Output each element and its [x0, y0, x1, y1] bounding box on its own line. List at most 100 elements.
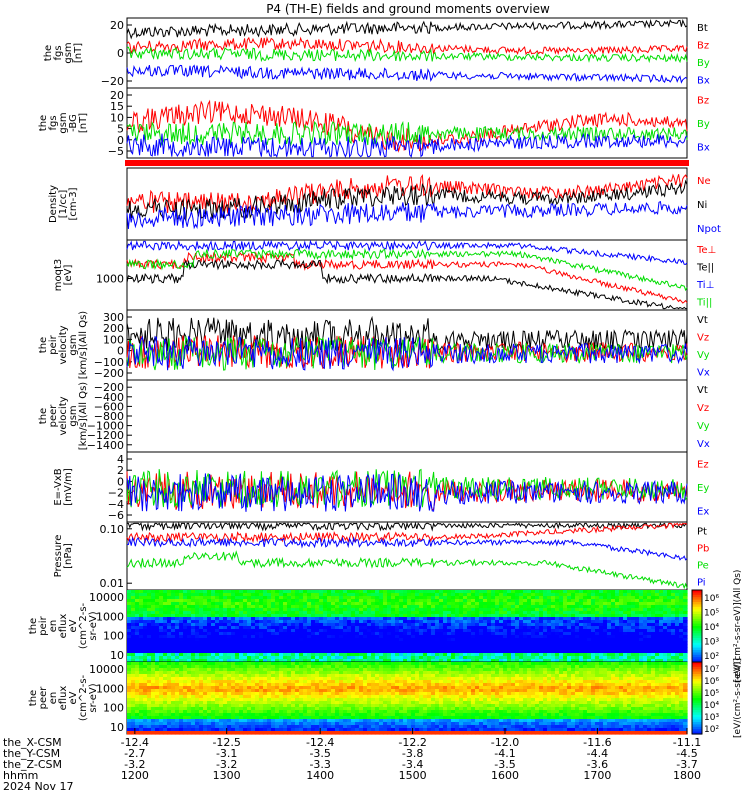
heatmap-cell [127, 731, 132, 735]
panel-frame [127, 240, 687, 310]
heatmap-cell [143, 731, 148, 735]
heatmap-cell [343, 731, 348, 735]
heatmap-cell [311, 731, 316, 735]
heatmap-cell [239, 731, 244, 735]
heatmap-cell [167, 731, 172, 735]
legend-entry: Pe [697, 561, 709, 572]
y-tick-label: 10 [110, 721, 124, 734]
quality-flag-bar [125, 160, 689, 166]
heatmap-cell [255, 731, 260, 735]
y-tick-label: −5 [108, 145, 124, 158]
heatmap-cell [327, 731, 332, 735]
legend-entry: By [697, 58, 710, 69]
y-tick-label: 100 [103, 630, 124, 643]
colorbar-tick: 10² [704, 652, 719, 662]
legend-entry: Te⊥ [696, 245, 716, 256]
heatmap-cell [203, 731, 208, 735]
heatmap-cell [291, 731, 296, 735]
series-Bx [127, 65, 687, 82]
colorbar-tick: 10³ [704, 637, 719, 647]
y-tick-label: 1000 [96, 273, 124, 286]
heatmap-cell [151, 731, 156, 735]
y-tick-label: 10000 [89, 663, 124, 676]
y-axis-label-line: [nPa] [63, 543, 74, 569]
legend-entry: By [697, 119, 710, 130]
legend-entry: Npot [697, 224, 721, 235]
panel-frame [127, 522, 687, 590]
heatmap-cell [263, 731, 268, 735]
heatmap-cell [267, 731, 272, 735]
heatmap-cell [251, 731, 256, 735]
heatmap-cell [299, 731, 304, 735]
heatmap-cell [171, 731, 176, 735]
heatmap-cell [195, 731, 200, 735]
heatmap-cell [315, 731, 320, 735]
heatmap-cell [231, 731, 236, 735]
legend-entry: Vx [697, 439, 710, 450]
series-Npot [127, 202, 687, 229]
legend-entry: Ey [697, 483, 709, 494]
heatmap-cell [319, 731, 324, 735]
y-tick-label: 0 [117, 47, 124, 60]
y-tick-label: 0.01 [100, 577, 125, 590]
heatmap-cell [207, 731, 212, 735]
heatmap-cell [163, 731, 168, 735]
series-Ne [127, 174, 687, 213]
y-tick-label: 1000 [96, 682, 124, 695]
legend-entry: Bz [697, 96, 709, 107]
series-Pe [127, 552, 687, 588]
y-tick-label: 0.10 [100, 523, 125, 536]
y-tick-label: 10000 [89, 591, 124, 604]
heatmap-cell [159, 731, 164, 735]
y-axis-label-line: [nT] [78, 113, 89, 133]
heatmap-cell [187, 731, 192, 735]
legend-entry: Te|| [696, 262, 714, 273]
y-axis-label-line: [mV/m] [63, 468, 74, 506]
series-Ti⊥ [127, 241, 687, 264]
legend-entry: Ni [697, 200, 707, 211]
y-axis-label: E=-VxB[mV/m] [53, 468, 74, 506]
heatmap-cell [135, 731, 140, 735]
legend-entry: Ex [697, 506, 709, 517]
colorbar-tick: 10⁵ [704, 609, 719, 619]
heatmap-cell [283, 731, 288, 735]
legend-entry: Pb [697, 544, 709, 555]
heatmap-cell [351, 731, 356, 735]
legend-entry: Pt [697, 527, 707, 538]
heatmap-cell [215, 731, 220, 735]
heatmap-cell [175, 731, 180, 735]
heatmap-cell [323, 731, 328, 735]
legend-entry: Bt [697, 23, 708, 34]
panel-frame [127, 380, 687, 452]
heatmap-cell [259, 731, 264, 735]
heatmap-cell [211, 731, 216, 735]
y-axis-label-line: [eV] [63, 265, 74, 286]
heatmap-cell [219, 731, 224, 735]
heatmap-cell [339, 731, 344, 735]
heatmap-cell [331, 731, 336, 735]
heatmap-cell [235, 731, 240, 735]
panel-flag [125, 160, 689, 166]
heatmap-cell [147, 731, 152, 735]
legend-entry: Ne [697, 176, 711, 187]
heatmap-cell [307, 731, 312, 735]
legend-entry: Ti⊥ [696, 280, 714, 291]
y-tick-label: −200 [94, 367, 124, 380]
heatmap-cell [243, 731, 248, 735]
y-tick-label: −20 [101, 75, 124, 88]
colorbar-tick: 10⁶ [704, 594, 719, 604]
y-tick-label: −6 [108, 509, 124, 522]
y-axis-label: Pressure[nPa] [53, 535, 74, 578]
legend-entry: Bx [697, 75, 710, 86]
